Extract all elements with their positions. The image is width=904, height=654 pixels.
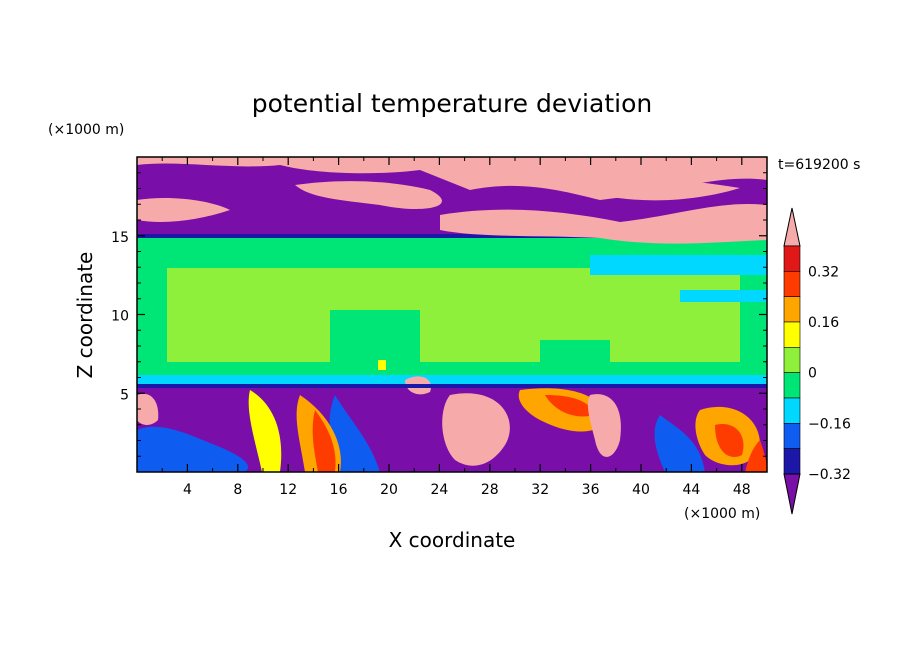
x-axis-label: X coordinate (389, 528, 516, 552)
lower-blue-3 (654, 415, 705, 472)
y-tick-label: 5 (120, 387, 129, 403)
mid-patch-2 (540, 340, 610, 365)
colorbar-segment (783, 397, 801, 424)
colorbar-segment (783, 321, 801, 348)
x-tick-label: 44 (682, 482, 700, 498)
x-unit-label: (×1000 m) (684, 506, 760, 522)
upper-cloud-2 (137, 198, 230, 222)
y-unit-label: (×1000 m) (48, 122, 124, 138)
cyan-streak-2 (680, 290, 767, 302)
colorbar-segment (783, 245, 801, 272)
colorbar-segment (783, 347, 801, 373)
tropopause-line (137, 234, 767, 238)
lower-boundary-line (137, 384, 767, 388)
cyan-band-lower (137, 375, 767, 384)
x-tick-label: 28 (481, 482, 499, 498)
y-axis: 5 10 15 (111, 172, 767, 457)
x-tick-label: 48 (733, 482, 751, 498)
x-axis: 4 8 12 16 20 24 28 32 36 40 44 48 (161, 157, 751, 498)
colorbar-segment (783, 296, 801, 323)
lower-cell-2-core (312, 410, 336, 472)
colorbar-segment (783, 372, 801, 399)
lower-blue-2 (329, 395, 380, 472)
colorbar-segment (783, 423, 801, 449)
lower-cell-1 (248, 390, 282, 472)
lower-blue-1 (137, 426, 249, 472)
plot-field (137, 157, 767, 472)
x-tick-label: 4 (183, 482, 192, 498)
x-tick-label: 8 (233, 482, 242, 498)
y-tick-label: 10 (111, 309, 129, 325)
y-axis-label: Z coordinate (73, 252, 97, 379)
lower-cell-4-core (715, 424, 744, 457)
upper-cloud-3 (295, 181, 442, 210)
colorbar-segment (783, 448, 801, 475)
x-tick-label: 40 (632, 482, 650, 498)
colorbar-segment (783, 271, 801, 297)
colorbar-label: −0.16 (808, 416, 851, 432)
lower-cell-3-core (545, 395, 595, 417)
colorbar-top-triangle (783, 207, 801, 247)
colorbar-label: 0 (808, 366, 817, 382)
x-tick-label: 36 (582, 482, 600, 498)
cyan-streak-1 (590, 255, 767, 275)
lower-pink-plume-3 (587, 394, 621, 457)
x-tick-label: 24 (430, 482, 448, 498)
colorbar: 0.32 0.16 0 −0.16 −0.32 (783, 207, 851, 515)
time-label: t=619200 s (778, 157, 860, 173)
x-tick-label: 12 (279, 482, 297, 498)
y-tick-label: 15 (111, 230, 129, 246)
x-tick-label: 16 (330, 482, 348, 498)
mid-patch-1 (330, 310, 420, 365)
colorbar-label: −0.32 (808, 467, 851, 483)
x-tick-label: 20 (380, 482, 398, 498)
lower-pink-plume-1 (442, 393, 510, 466)
chart-title: potential temperature deviation (252, 89, 652, 118)
colorbar-label: 0.32 (808, 264, 839, 280)
colorbar-bottom-triangle (783, 473, 801, 515)
upper-cloud-4 (440, 203, 767, 244)
upper-cloud-5 (600, 179, 740, 201)
mid-yellow-speck (378, 360, 386, 370)
lower-cell-5 (745, 440, 767, 472)
colorbar-label: 0.16 (808, 315, 839, 331)
lower-pink-plume-4 (137, 393, 159, 425)
x-tick-label: 32 (531, 482, 549, 498)
